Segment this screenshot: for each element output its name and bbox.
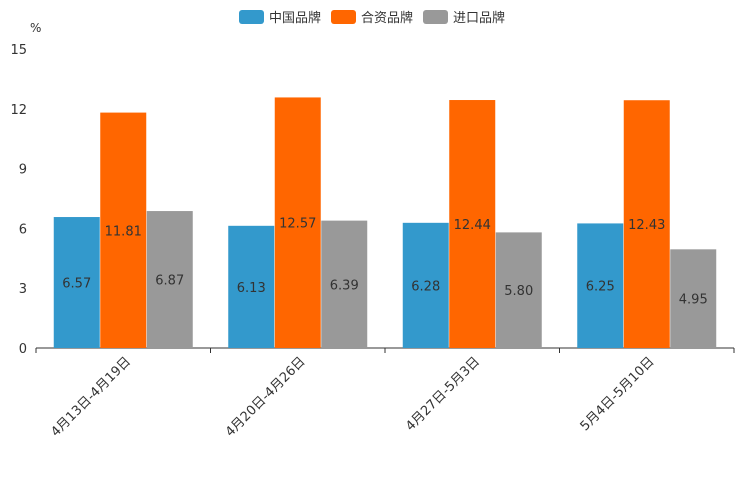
bar (577, 223, 624, 348)
bar (402, 222, 449, 348)
y-tick-label: 15 (10, 43, 27, 58)
y-tick-label: 6 (19, 222, 27, 237)
data-label: 6.13 (237, 281, 266, 296)
bar (228, 225, 275, 348)
bar (670, 249, 717, 348)
legend-label-china-brand: 中国品牌 (268, 11, 321, 26)
x-tick-label: 4月20日-4月26日 (223, 354, 309, 440)
data-label: 6.28 (411, 279, 440, 294)
legend-item-joint-venture-brand[interactable]: 合资品牌 (330, 7, 413, 26)
legend-swatch-import-brand (423, 9, 448, 24)
legend-label-joint-venture-brand: 合资品牌 (360, 11, 413, 26)
bar (100, 112, 147, 348)
bar (53, 217, 100, 348)
data-label: 12.43 (628, 218, 665, 233)
legend: 中国品牌 合资品牌 进口品牌 (0, 7, 744, 26)
legend-swatch-joint-venture-brand (330, 9, 356, 24)
y-tick-label: 9 (19, 163, 27, 178)
x-tick-label: 5月4日-5月10日 (578, 354, 658, 434)
bar (623, 100, 670, 348)
bar (146, 211, 193, 348)
data-label: 6.25 (586, 280, 615, 295)
bar (449, 100, 496, 349)
y-tick-label: 3 (19, 282, 27, 297)
legend-item-china-brand[interactable]: 中国品牌 (238, 7, 321, 26)
data-label: 12.57 (279, 217, 316, 232)
y-tick-label: 12 (10, 103, 27, 118)
x-tick-label: 4月13日-4月19日 (48, 354, 134, 440)
data-label: 11.81 (105, 224, 142, 239)
bar (495, 232, 542, 348)
legend-label-import-brand: 进口品牌 (453, 11, 506, 26)
y-tick-label: 0 (19, 342, 27, 357)
x-tick-label: 4月27日-5月3日 (403, 354, 483, 434)
data-label: 4.95 (679, 293, 708, 308)
legend-swatch-china-brand (238, 9, 264, 24)
bar (274, 97, 321, 348)
data-label: 6.87 (155, 274, 184, 289)
data-label: 6.39 (330, 278, 359, 293)
bar (321, 220, 368, 348)
data-label: 6.57 (62, 277, 91, 292)
legend-item-import-brand[interactable]: 进口品牌 (423, 7, 505, 26)
data-label: 12.44 (454, 218, 491, 233)
data-label: 5.80 (504, 284, 533, 299)
y-axis-unit-label: % (30, 21, 42, 35)
